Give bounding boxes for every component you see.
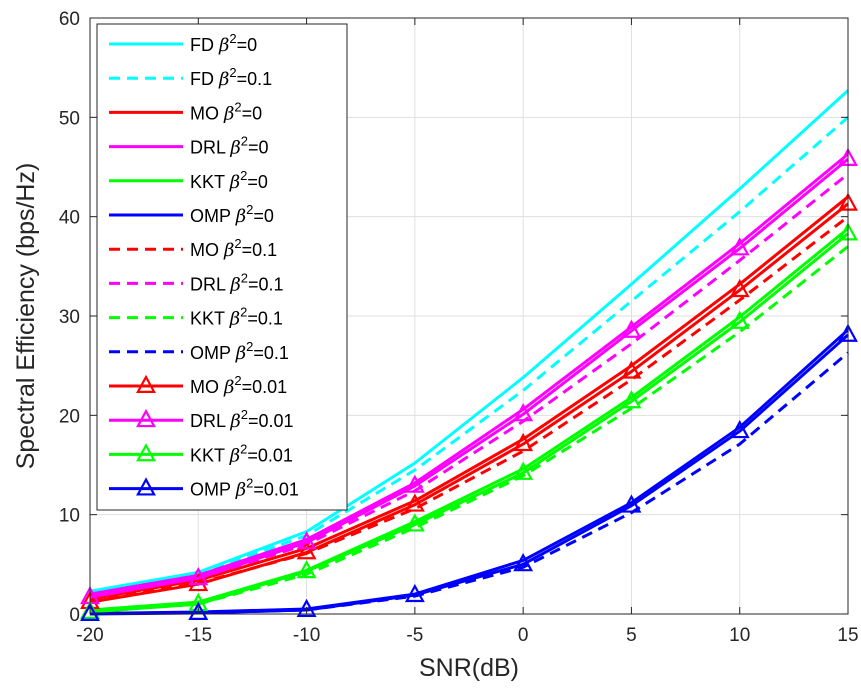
y-tick-label: 10 xyxy=(59,506,80,527)
legend-item: KKT β2=0 xyxy=(109,168,268,193)
data-point-triangle xyxy=(404,474,425,493)
legend-item: MO β2=0.01 xyxy=(109,373,287,398)
legend-item: OMP β2=0.01 xyxy=(109,476,299,501)
x-tick-label: 5 xyxy=(626,625,637,646)
series-drl-beta0p01 xyxy=(80,147,858,605)
series-line xyxy=(89,152,849,596)
legend-label: MO β2=0 xyxy=(190,99,262,124)
x-axis-title: SNR(dB) xyxy=(419,654,519,682)
series-line xyxy=(89,157,849,599)
legend-label: OMP β2=0.1 xyxy=(190,339,289,364)
legend-item: FD β2=0.1 xyxy=(109,65,272,90)
data-point-triangle xyxy=(296,598,317,617)
data-point-triangle xyxy=(188,566,209,586)
data-point-triangle xyxy=(296,541,317,560)
series-mo-beta0p01 xyxy=(80,192,858,610)
y-axis-title: Spectral Efficiency (bps/Hz) xyxy=(12,163,40,470)
series-kkt-beta0p01 xyxy=(80,222,858,619)
legend-marker-triangle xyxy=(136,443,156,462)
legend-label: MO β2=0.01 xyxy=(190,373,287,398)
series-group xyxy=(80,89,858,621)
series-kkt-beta0 xyxy=(89,227,849,612)
data-point-triangle xyxy=(729,237,750,256)
legend-marker-triangle xyxy=(136,477,156,496)
legend-label: FD β2=0.1 xyxy=(190,65,272,90)
y-tick-label: 60 xyxy=(59,9,80,30)
legend-label: KKT β2=0.1 xyxy=(190,305,283,330)
y-tick-label: 50 xyxy=(59,108,80,129)
x-tick-label: 0 xyxy=(518,625,529,646)
data-point-triangle xyxy=(729,278,750,298)
data-point-triangle xyxy=(296,559,317,579)
data-point-triangle xyxy=(513,432,534,452)
data-point-triangle xyxy=(404,493,425,512)
y-tick-label: 20 xyxy=(59,406,80,427)
data-point-triangle xyxy=(188,601,209,620)
x-tick-label: -15 xyxy=(185,625,212,646)
x-tick-label: -20 xyxy=(76,625,103,646)
y-tick-label: 40 xyxy=(59,208,80,229)
data-point-triangle xyxy=(80,602,100,621)
data-point-triangle xyxy=(621,360,642,379)
legend-item: OMP β2=0.1 xyxy=(109,339,289,364)
legend: FD β2=0 FD β2=0.1 MO β2=0 DRL β2=0 KKT β2=0 O… xyxy=(96,23,348,511)
legend-item: OMP β2=0 xyxy=(109,202,274,227)
data-point-triangle xyxy=(404,513,425,532)
legend-item: KKT β2=0.1 xyxy=(109,305,283,330)
x-tick-label: -10 xyxy=(293,625,320,646)
y-tick-label: 0 xyxy=(69,605,80,626)
legend-item: DRL β2=0.01 xyxy=(109,407,294,432)
legend-item: DRL β2=0.1 xyxy=(109,270,284,295)
x-tick-label: 10 xyxy=(729,625,750,646)
legend-label: KKT β2=0 xyxy=(190,168,268,193)
series-line xyxy=(89,227,849,612)
data-point-triangle xyxy=(296,531,317,550)
legend-label: FD β2=0 xyxy=(190,31,257,56)
data-point-triangle xyxy=(621,319,642,338)
legend-label: KKT β2=0.01 xyxy=(190,441,293,466)
legend-label: DRL β2=0.1 xyxy=(190,270,284,295)
series-line xyxy=(89,195,849,601)
data-point-triangle xyxy=(404,583,425,603)
legend-item: MO β2=0.1 xyxy=(109,236,277,261)
legend-item: KKT β2=0.01 xyxy=(109,441,293,466)
legend-label: OMP β2=0.01 xyxy=(190,476,299,501)
data-point-triangle xyxy=(621,494,642,513)
y-tick-label: 30 xyxy=(59,307,80,328)
x-tick-label: 15 xyxy=(837,625,858,646)
series-line xyxy=(89,89,850,593)
data-point-triangle xyxy=(621,390,642,409)
legend-label: MO β2=0.1 xyxy=(190,236,277,261)
data-point-triangle xyxy=(513,461,534,480)
legend-label: DRL β2=0 xyxy=(190,134,269,159)
x-tick-label: -5 xyxy=(406,625,423,646)
data-point-triangle xyxy=(188,572,209,592)
series-line xyxy=(89,202,849,604)
data-point-triangle xyxy=(729,310,750,329)
data-point-triangle xyxy=(729,419,750,439)
legend-item: MO β2=0 xyxy=(109,99,262,124)
series-line xyxy=(89,232,849,614)
ticks: -20 -15 -10 -5 0 5 10 15 0 10 20 30 40 50 60 xyxy=(59,9,859,646)
data-point-triangle xyxy=(513,553,534,572)
series-line xyxy=(89,333,849,616)
legend-item: FD β2=0 xyxy=(109,31,257,56)
legend-item: DRL β2=0 xyxy=(109,134,269,159)
legend-marker-triangle xyxy=(136,374,156,393)
series-mo-beta0 xyxy=(89,195,849,601)
data-point-triangle xyxy=(513,403,534,422)
legend-box xyxy=(96,23,348,511)
series-fd-beta0 xyxy=(89,89,850,593)
series-drl-beta0 xyxy=(89,152,849,596)
legend-label: DRL β2=0.01 xyxy=(190,407,294,432)
legend-label: OMP β2=0 xyxy=(190,202,274,227)
legend-marker-triangle xyxy=(136,408,156,428)
